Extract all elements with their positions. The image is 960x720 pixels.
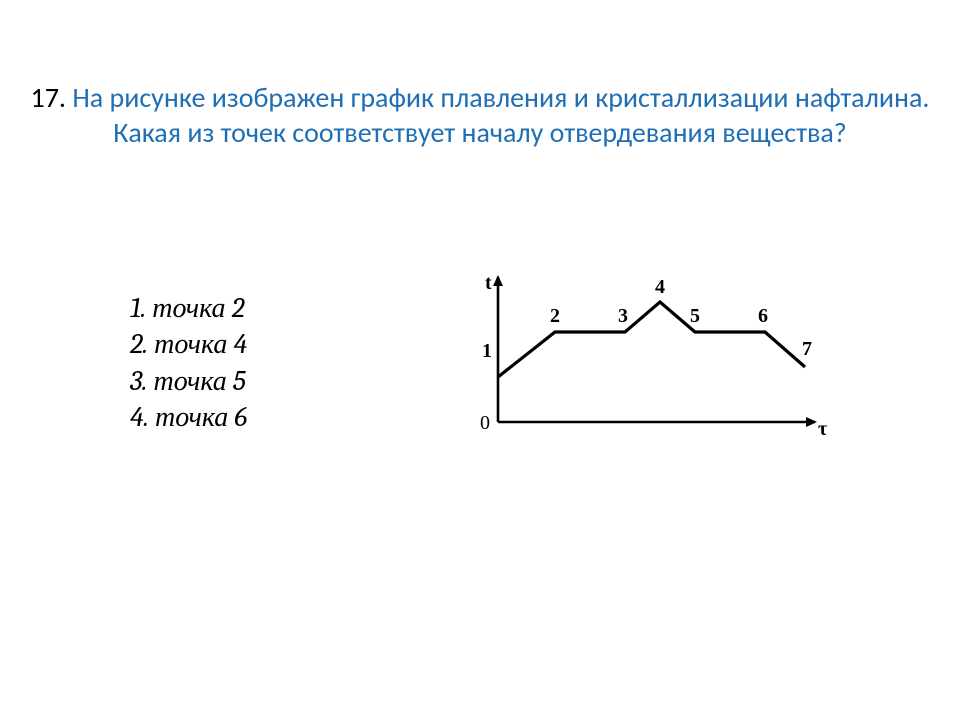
answer-option: 4. точка 6: [130, 399, 247, 435]
melting-chart: 1 2 3 4 5 6 7 t τ 0: [470, 267, 830, 467]
slide: 17. На рисунке изображен график плавлени…: [0, 0, 960, 720]
svg-text:4: 4: [655, 276, 665, 298]
svg-text:τ: τ: [818, 418, 827, 440]
answer-label: точка 2: [152, 292, 244, 324]
answer-option: 1. точка 2: [130, 290, 247, 326]
svg-text:2: 2: [550, 305, 560, 327]
question-text: На рисунке изображен график плавления и …: [72, 80, 929, 150]
question-title: 17. На рисунке изображен график плавлени…: [30, 80, 930, 150]
answer-label: точка 6: [155, 401, 247, 433]
answer-label: точка 4: [154, 328, 247, 360]
answer-option: 2. точка 4: [130, 326, 247, 362]
svg-text:1: 1: [482, 340, 492, 362]
answer-list: 1. точка 2 2. точка 4 3. точка 5 4. точк…: [130, 290, 247, 436]
answer-label: точка 5: [154, 365, 246, 397]
chart-svg: 1 2 3 4 5 6 7 t τ 0: [470, 267, 830, 467]
answer-number: 3.: [130, 365, 147, 397]
question-number: 17.: [31, 80, 73, 115]
answer-number: 4.: [130, 401, 149, 433]
svg-text:5: 5: [690, 305, 700, 327]
answer-option: 3. точка 5: [130, 363, 247, 399]
svg-text:3: 3: [618, 305, 628, 327]
svg-text:t: t: [485, 272, 492, 294]
svg-text:0: 0: [480, 412, 490, 434]
answer-number: 2.: [130, 328, 148, 360]
svg-text:7: 7: [802, 338, 812, 360]
svg-text:6: 6: [758, 305, 768, 327]
answer-number: 1.: [130, 292, 146, 324]
